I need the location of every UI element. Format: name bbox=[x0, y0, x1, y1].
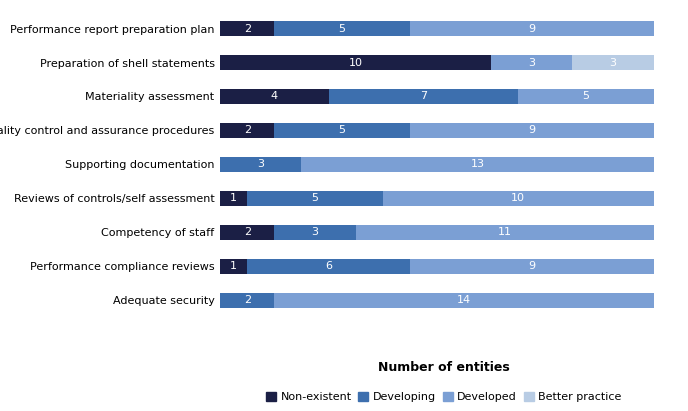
Text: 5: 5 bbox=[312, 193, 319, 203]
Text: 2: 2 bbox=[244, 125, 251, 136]
Text: 9: 9 bbox=[528, 261, 535, 271]
Text: 1: 1 bbox=[230, 261, 237, 271]
Bar bbox=[247, 191, 383, 206]
Bar bbox=[220, 55, 491, 70]
Bar bbox=[220, 191, 247, 206]
Text: 5: 5 bbox=[338, 23, 345, 34]
Legend: Non-existent, Developing, Developed, Better practice: Non-existent, Developing, Developed, Bet… bbox=[266, 392, 621, 402]
Text: 9: 9 bbox=[528, 23, 535, 34]
Bar bbox=[220, 123, 275, 138]
Text: 3: 3 bbox=[257, 159, 264, 169]
Bar bbox=[220, 259, 247, 274]
Bar bbox=[220, 21, 275, 36]
Bar bbox=[356, 225, 654, 240]
Text: 5: 5 bbox=[583, 92, 590, 102]
Text: 10: 10 bbox=[511, 193, 526, 203]
Bar bbox=[220, 225, 275, 240]
Bar bbox=[329, 89, 518, 104]
Bar bbox=[301, 157, 654, 172]
Bar bbox=[275, 293, 654, 308]
Text: 6: 6 bbox=[325, 261, 332, 271]
Text: 13: 13 bbox=[471, 159, 484, 169]
Bar bbox=[275, 225, 356, 240]
Bar bbox=[275, 21, 410, 36]
Text: 2: 2 bbox=[244, 227, 251, 237]
Bar bbox=[220, 157, 301, 172]
Bar bbox=[491, 55, 572, 70]
Text: Number of entities: Number of entities bbox=[378, 361, 510, 374]
Bar bbox=[275, 123, 410, 138]
Text: 11: 11 bbox=[497, 227, 512, 237]
Bar bbox=[410, 21, 654, 36]
Text: 2: 2 bbox=[244, 295, 251, 305]
Text: 4: 4 bbox=[271, 92, 278, 102]
Bar bbox=[410, 123, 654, 138]
Text: 3: 3 bbox=[610, 58, 616, 67]
Bar bbox=[410, 259, 654, 274]
Bar bbox=[220, 89, 329, 104]
Text: 5: 5 bbox=[338, 125, 345, 136]
Text: 3: 3 bbox=[312, 227, 319, 237]
Text: 3: 3 bbox=[528, 58, 535, 67]
Text: 9: 9 bbox=[528, 125, 535, 136]
Bar bbox=[518, 89, 654, 104]
Bar bbox=[220, 293, 275, 308]
Text: 2: 2 bbox=[244, 23, 251, 34]
Bar bbox=[383, 191, 654, 206]
Bar bbox=[247, 259, 410, 274]
Text: 1: 1 bbox=[230, 193, 237, 203]
Text: 10: 10 bbox=[349, 58, 363, 67]
Bar bbox=[572, 55, 654, 70]
Text: 14: 14 bbox=[457, 295, 471, 305]
Text: 7: 7 bbox=[420, 92, 427, 102]
